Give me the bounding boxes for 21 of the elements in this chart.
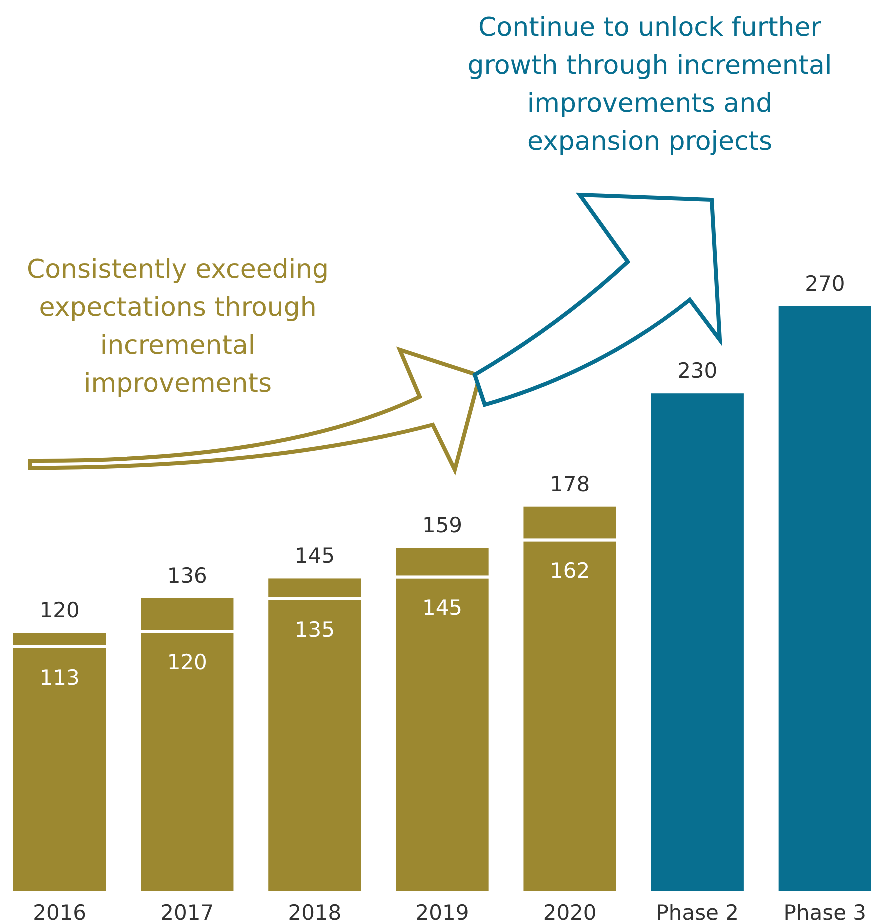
data-label: 145 <box>422 596 463 620</box>
data-label: 162 <box>550 559 590 584</box>
data-label: 120 <box>167 650 208 675</box>
total-label: 120 <box>40 598 80 623</box>
annotation: Consistently exceeding expectations through incremental improvements <box>26 255 330 399</box>
total-label: 230 <box>678 359 718 384</box>
x-tick-label: Phase 3 <box>784 901 867 923</box>
total-label: 159 <box>422 514 463 538</box>
x-tick-label: 2017 <box>160 901 214 923</box>
text: Continue to unlock further growth through incremental improvements and expansion projects <box>468 13 832 157</box>
x-tick-label: 2019 <box>416 901 470 923</box>
x-tick-label: Phase 2 <box>656 901 739 923</box>
x-tick-label: 2016 <box>33 901 87 923</box>
total-label: 270 <box>805 272 846 296</box>
data-label: 135 <box>294 618 335 642</box>
x-tick-label: 2018 <box>288 901 342 923</box>
data-label: 113 <box>40 666 80 690</box>
x-tick-label: 2020 <box>543 901 597 923</box>
total-label: 136 <box>167 564 208 588</box>
total-label: 178 <box>550 472 590 496</box>
total-label: 145 <box>294 544 335 568</box>
